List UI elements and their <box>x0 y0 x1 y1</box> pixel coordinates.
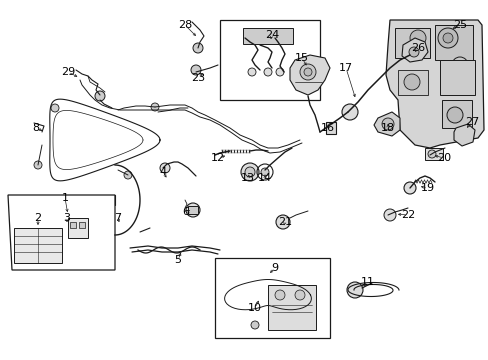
Text: 24: 24 <box>264 30 279 40</box>
Text: 13: 13 <box>241 173 254 183</box>
Text: 15: 15 <box>294 53 308 63</box>
Bar <box>397 70 427 95</box>
Circle shape <box>241 163 259 181</box>
Circle shape <box>346 282 362 298</box>
Text: 22: 22 <box>400 210 414 220</box>
Text: 23: 23 <box>190 73 204 83</box>
Bar <box>79 222 85 228</box>
Text: 19: 19 <box>420 183 434 193</box>
Circle shape <box>403 74 419 90</box>
Circle shape <box>442 33 452 43</box>
Bar <box>68 218 88 238</box>
Text: 21: 21 <box>277 217 291 227</box>
Text: 11: 11 <box>360 277 374 287</box>
Text: 4: 4 <box>159 167 166 177</box>
Bar <box>441 100 471 128</box>
Circle shape <box>409 30 425 46</box>
Circle shape <box>299 64 315 80</box>
Circle shape <box>247 68 256 76</box>
Text: 25: 25 <box>452 20 466 30</box>
Text: 18: 18 <box>380 123 394 133</box>
Circle shape <box>34 161 42 169</box>
Text: 6: 6 <box>182 207 189 217</box>
Circle shape <box>274 290 285 300</box>
Circle shape <box>151 103 159 111</box>
Text: 17: 17 <box>338 63 352 73</box>
Text: 16: 16 <box>320 123 334 133</box>
Bar <box>325 122 335 134</box>
Circle shape <box>427 150 435 158</box>
Circle shape <box>451 57 467 73</box>
Circle shape <box>193 43 203 53</box>
Circle shape <box>304 68 311 76</box>
Text: 8: 8 <box>32 123 40 133</box>
Bar <box>267 285 315 330</box>
Circle shape <box>403 182 415 194</box>
Circle shape <box>383 209 395 221</box>
Circle shape <box>191 65 201 75</box>
Text: 28: 28 <box>178 20 192 30</box>
Text: 29: 29 <box>61 67 75 77</box>
Bar <box>70 222 76 228</box>
Text: 27: 27 <box>464 117 478 127</box>
Circle shape <box>264 68 271 76</box>
Polygon shape <box>385 20 483 148</box>
Polygon shape <box>401 38 427 62</box>
Bar <box>243 28 292 44</box>
Circle shape <box>275 215 289 229</box>
Circle shape <box>446 107 462 123</box>
Circle shape <box>185 203 200 217</box>
Circle shape <box>341 104 357 120</box>
Circle shape <box>124 171 132 179</box>
Circle shape <box>294 290 305 300</box>
Text: 10: 10 <box>247 303 262 313</box>
Circle shape <box>275 68 284 76</box>
Text: 12: 12 <box>210 153 224 163</box>
Bar <box>439 60 474 95</box>
Text: 5: 5 <box>174 255 181 265</box>
Text: 7: 7 <box>114 213 122 223</box>
Bar <box>424 148 442 160</box>
Circle shape <box>408 47 418 57</box>
Polygon shape <box>453 124 474 146</box>
Text: 1: 1 <box>61 193 68 203</box>
Bar <box>394 28 429 58</box>
Text: 14: 14 <box>257 173 271 183</box>
Bar <box>187 206 198 214</box>
Text: 26: 26 <box>410 43 424 53</box>
Polygon shape <box>289 55 329 95</box>
Text: 3: 3 <box>63 213 70 223</box>
Text: 20: 20 <box>436 153 450 163</box>
Text: 9: 9 <box>271 263 278 273</box>
Circle shape <box>261 168 268 176</box>
Circle shape <box>95 91 105 101</box>
Circle shape <box>250 321 259 329</box>
Circle shape <box>244 167 254 177</box>
Circle shape <box>51 104 59 112</box>
Bar <box>14 228 62 263</box>
Circle shape <box>381 118 393 130</box>
Circle shape <box>437 28 457 48</box>
Circle shape <box>160 163 170 173</box>
Bar <box>434 25 472 60</box>
Bar <box>220 20 319 100</box>
Bar <box>215 258 329 338</box>
Text: 2: 2 <box>34 213 41 223</box>
Polygon shape <box>373 112 399 136</box>
